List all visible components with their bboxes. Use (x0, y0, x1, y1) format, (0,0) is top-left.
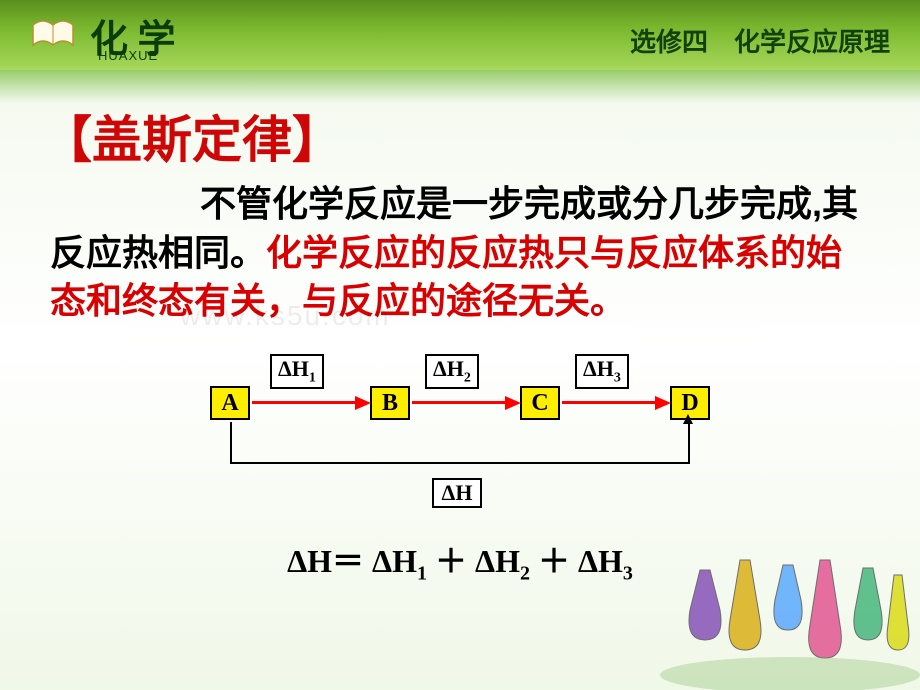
dh1-box: ΔH1 (270, 354, 324, 389)
dh3-box: ΔH3 (575, 354, 629, 389)
arrow-ab (252, 401, 357, 404)
flask-decoration (660, 490, 920, 690)
dh2-box: ΔH2 (425, 354, 479, 389)
body-text: 不管化学反应是一步完成或分几步完成,其反应热相同。化学反应的反应热只与反应体系的… (50, 180, 870, 326)
main-title: 【盖斯定律】 (42, 100, 920, 172)
arrow-bc (412, 401, 507, 404)
book-icon (28, 15, 78, 55)
path-horizontal (230, 462, 690, 464)
subject-subtitle: HUAXUE (98, 48, 158, 63)
arrowhead-bc (505, 396, 521, 410)
arrowhead-ab (355, 396, 371, 410)
node-b: B (370, 386, 410, 420)
dh-total-box: ΔH (432, 478, 482, 508)
path-arrowhead (683, 414, 693, 424)
arrowhead-cd (655, 396, 671, 410)
node-c: C (520, 386, 560, 420)
node-a: A (210, 386, 250, 420)
arrow-cd (562, 401, 657, 404)
path-up-d (688, 422, 690, 464)
header-bar: 化 学 HUAXUE 选修四 化学反应原理 (0, 0, 920, 70)
header-right-text: 选修四 化学反应原理 (630, 22, 890, 59)
path-down-a (230, 422, 232, 464)
